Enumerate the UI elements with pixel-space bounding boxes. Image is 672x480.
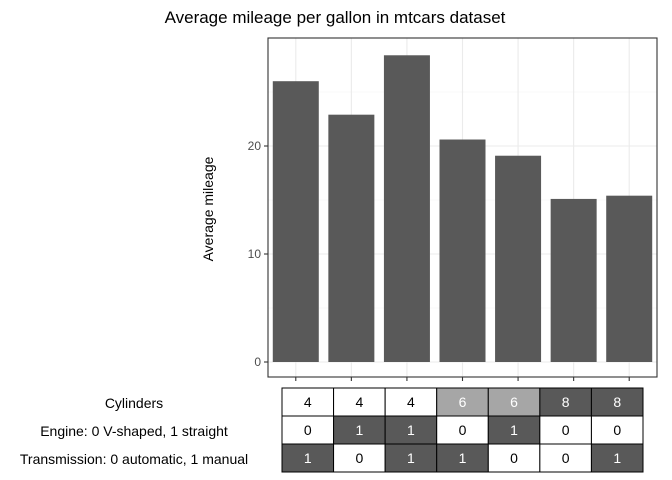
y-axis-title: Average mileage (200, 156, 216, 261)
table-cell-value: 1 (407, 422, 415, 438)
bar-1 (272, 81, 319, 362)
table-cell-value: 0 (562, 422, 570, 438)
table-cell (590, 443, 644, 473)
table-cell-value: 0 (562, 450, 570, 466)
bar-5 (495, 155, 542, 362)
table-cell-value: 4 (355, 394, 363, 410)
table-cell (333, 387, 386, 417)
table-cell (281, 387, 335, 417)
bar-7 (606, 195, 653, 362)
table-cell-value: 0 (304, 422, 312, 438)
table-cell (487, 387, 541, 417)
y-tick-label: 10 (248, 247, 262, 261)
bar-2 (328, 114, 375, 363)
table-cell-value: 8 (562, 394, 570, 410)
table-cell-value: 0 (459, 422, 467, 438)
chart-title: Average mileage per gallon in mtcars dat… (165, 8, 506, 27)
table-cell (487, 443, 541, 473)
table-cell-value: 1 (304, 450, 312, 466)
plot-area: 0 10 20 (248, 37, 658, 381)
table-cell (384, 443, 438, 473)
table-cell (281, 443, 335, 473)
table-cell (487, 415, 541, 445)
table-cell-value: 4 (304, 394, 312, 410)
y-tick-label: 20 (248, 139, 262, 153)
table-cell-value: 1 (510, 422, 518, 438)
table-cell (590, 387, 644, 417)
table-cell (281, 415, 335, 445)
attribute-table: Cylinders 4 4 4 6 6 8 8 Engine: 0 V-shaped, 1 st… (20, 387, 644, 473)
table-cell-value: 0 (510, 450, 518, 466)
table-cell (333, 415, 386, 445)
table-cell-value: 4 (407, 394, 415, 410)
table-cell-value: 6 (459, 394, 467, 410)
table-cell (333, 443, 386, 473)
table-cell-value: 0 (355, 450, 363, 466)
table-cell (539, 415, 592, 445)
table-cell-value: 1 (613, 450, 621, 466)
bar-4 (439, 139, 486, 362)
table-cell (384, 415, 438, 445)
table-row-label: Transmission: 0 automatic, 1 manual (20, 451, 248, 467)
table-cell-value: 1 (407, 450, 415, 466)
table-cell (436, 415, 489, 445)
table-cell (539, 443, 592, 473)
table-row-label: Cylinders (105, 395, 163, 411)
y-tick-label: 0 (254, 355, 261, 369)
table-cell-value: 8 (613, 394, 621, 410)
table-cell-value: 1 (459, 450, 467, 466)
table-row-label: Engine: 0 V-shaped, 1 straight (40, 423, 228, 439)
table-cell (384, 387, 438, 417)
table-cell-value: 6 (510, 394, 518, 410)
table-cell-value: 0 (613, 422, 621, 438)
table-cell (436, 443, 489, 473)
table-cell-value: 1 (355, 422, 363, 438)
bar-3 (383, 55, 430, 362)
bar-6 (550, 198, 597, 362)
